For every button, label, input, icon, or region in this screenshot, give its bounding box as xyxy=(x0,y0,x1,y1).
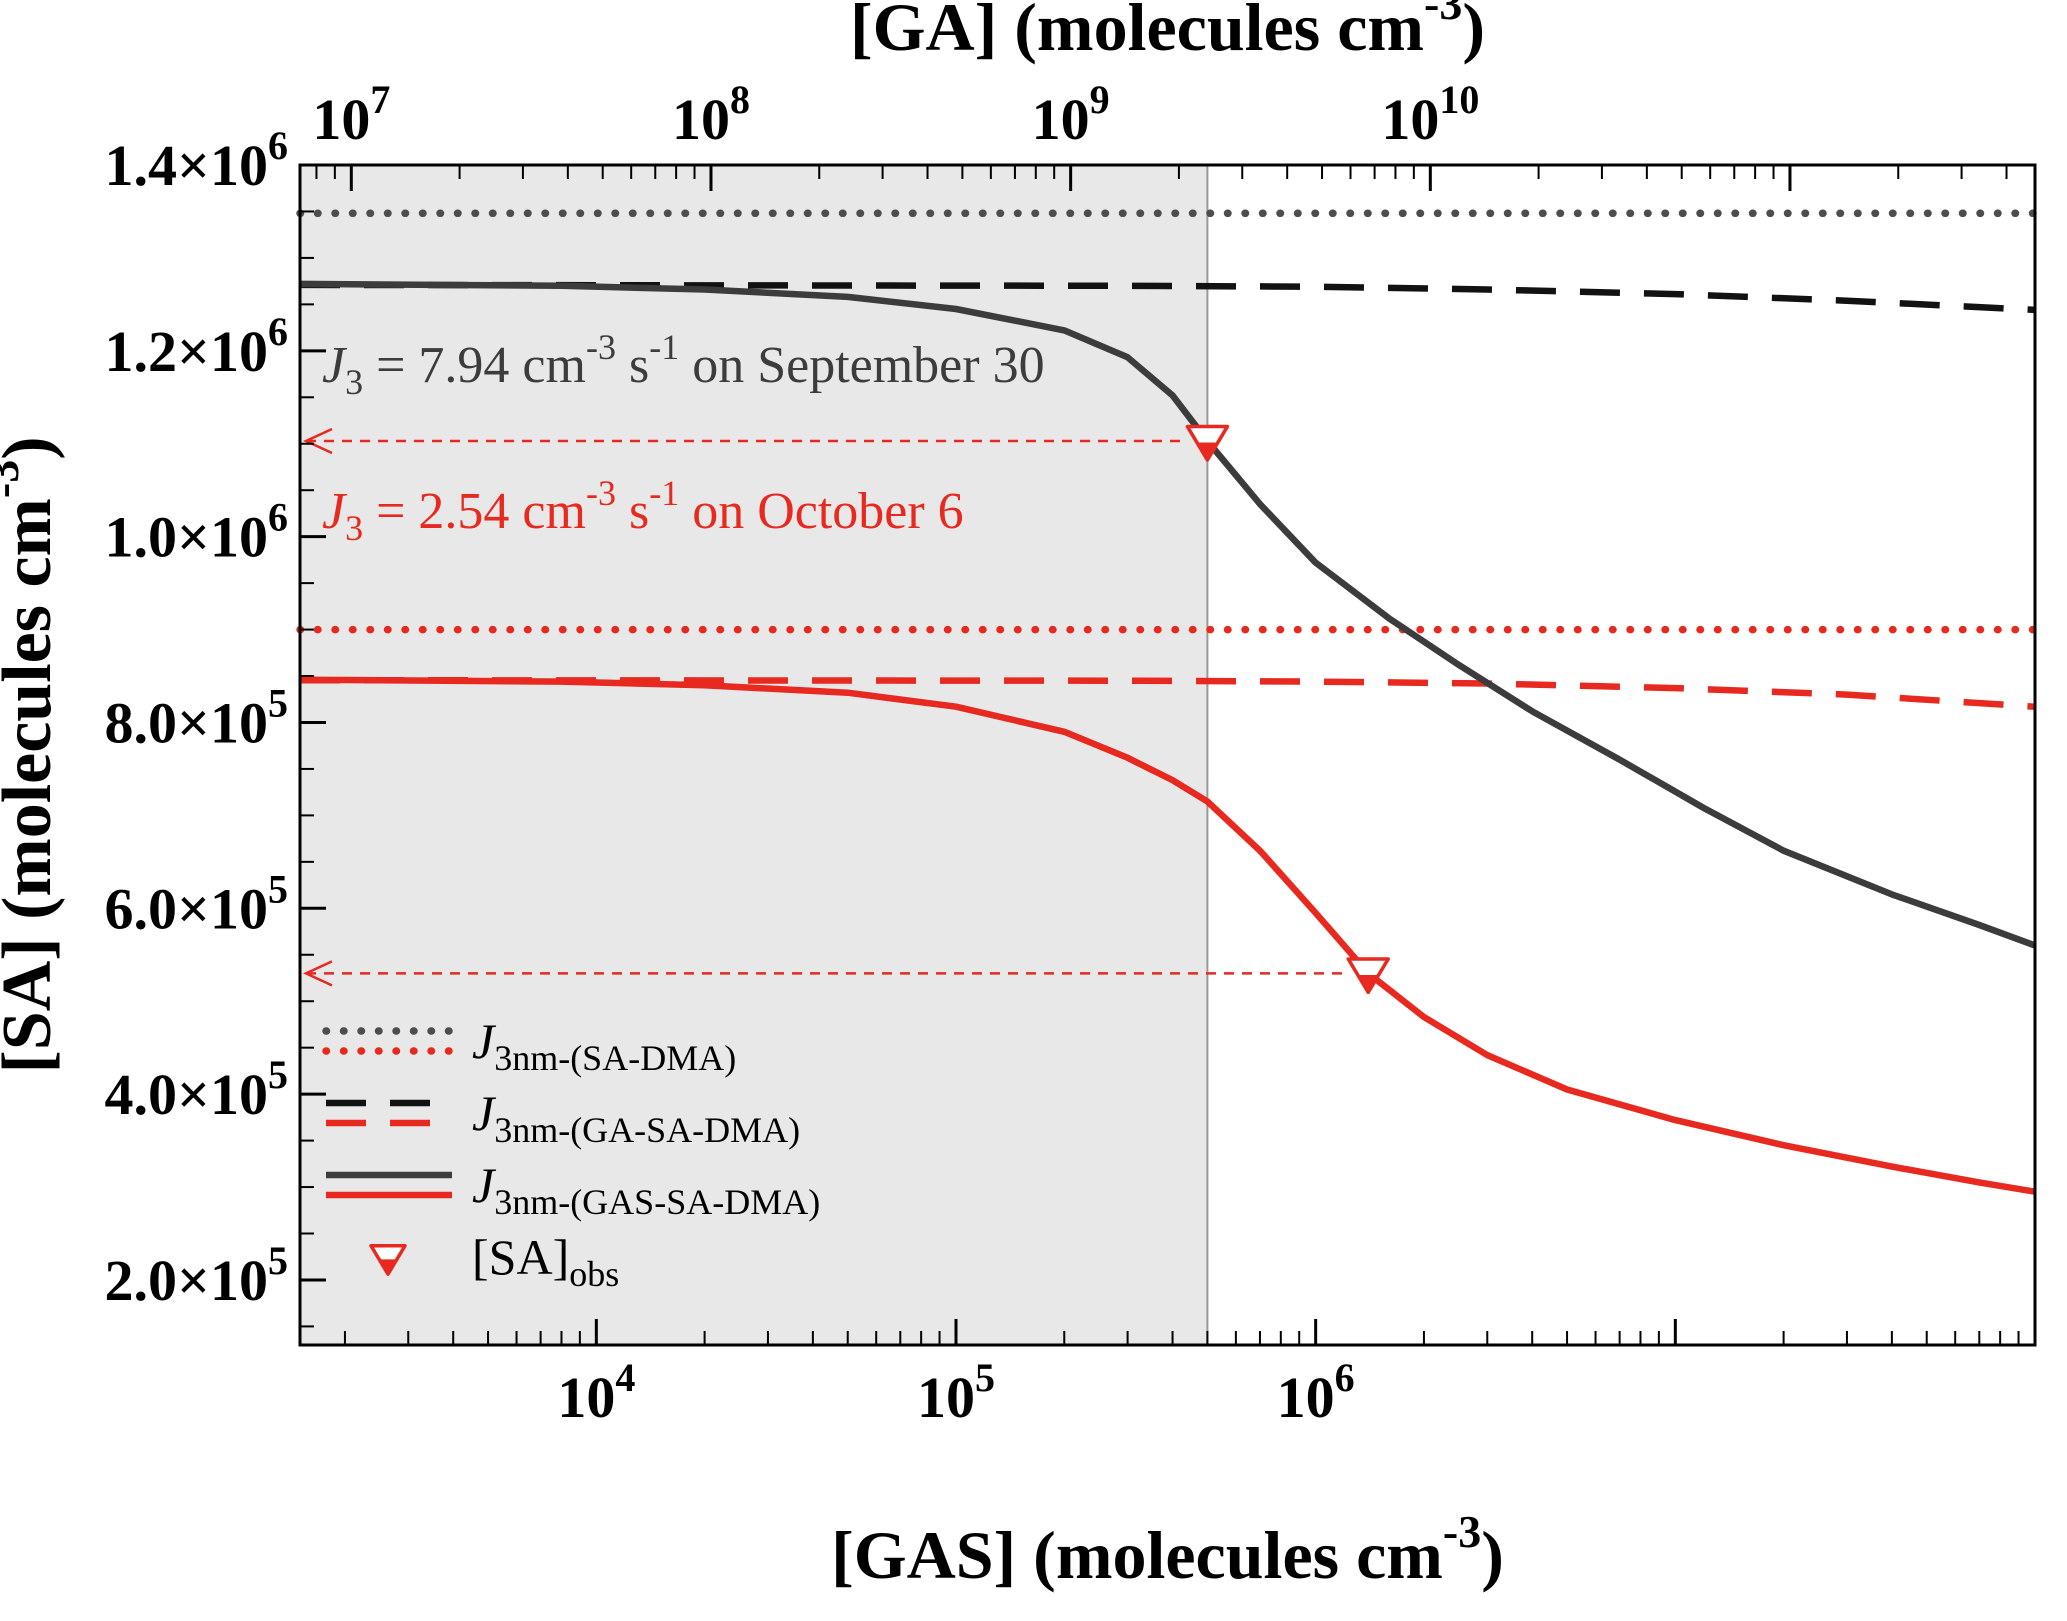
legend-label-1: J3nm-(GA-SA-DMA) xyxy=(472,1085,800,1150)
top-tick-label-10e7: 107 xyxy=(312,77,390,152)
legend-label-3: [SA]obs xyxy=(472,1229,619,1294)
x-axis-bottom: 104 105 106 xyxy=(343,1319,2020,1430)
x-axis-title-bottom: [GAS] (molecules cm-3) xyxy=(831,1506,1504,1593)
x-tick-label-10e4: 104 xyxy=(557,1355,635,1430)
x-tick-label-10e5: 105 xyxy=(917,1355,995,1430)
top-tick-label-10e10: 1010 xyxy=(1381,77,1479,152)
sa-obs-marker-1 xyxy=(1346,957,1390,995)
y-tick-label-1200000: 1.2×106 xyxy=(104,309,288,384)
y-axis-title: [SA] (molecules cm-3) xyxy=(0,436,66,1073)
annotation-oct6: J3 = 2.54 cm-3 s-1 on October 6 xyxy=(322,473,964,548)
y-tick-label-600000: 6.0×105 xyxy=(104,866,288,941)
shaded-region xyxy=(300,165,1208,1345)
sa-obs-marker-0 xyxy=(1185,424,1230,462)
legend-sa-obs-marker-icon xyxy=(369,1244,407,1276)
legend-label-0: J3nm-(SA-DMA) xyxy=(472,1013,736,1078)
x-axis-title-top: [GA] (molecules cm-3) xyxy=(850,0,1485,65)
y-tick-label-1400000: 1.4×106 xyxy=(104,123,288,198)
top-tick-label-10e8: 108 xyxy=(672,77,750,152)
x-tick-label-10e6: 106 xyxy=(1277,1355,1355,1430)
y-tick-label-400000: 4.0×105 xyxy=(104,1052,288,1127)
top-tick-label-10e9: 109 xyxy=(1032,77,1110,152)
series-J3nm-GAS-SA-DMA-sep30 xyxy=(299,280,2037,949)
obs-arrowhead-icon-0 xyxy=(303,427,333,455)
annotation-sep30: J3 = 7.94 cm-3 s-1 on September 30 xyxy=(322,327,1045,402)
plot-frame xyxy=(298,163,2037,1347)
obs-arrowhead-icon-1 xyxy=(303,960,333,987)
y-tick-label-200000: 2.0×105 xyxy=(104,1238,288,1313)
y-tick-label-1000000: 1.0×106 xyxy=(104,495,288,570)
series-J3nm-GA-SA-DMA-sep30 xyxy=(299,281,2036,314)
x-axis-top: 107 108 109 1010 xyxy=(312,77,2008,191)
y-tick-label-800000: 8.0×105 xyxy=(104,680,288,755)
y-axis: 2.0×105 4.0×105 6.0×105 8.0×105 1.0×106 1.2×1… xyxy=(104,123,326,1328)
legend-label-2: J3nm-(GAS-SA-DMA) xyxy=(472,1157,820,1222)
series-J3nm-GAS-SA-DMA-oct6 xyxy=(299,676,2036,1195)
legend: J3nm-(SA-DMA) J3nm-(GA-SA-DMA) J3nm-(GAS-S… xyxy=(322,1013,820,1294)
